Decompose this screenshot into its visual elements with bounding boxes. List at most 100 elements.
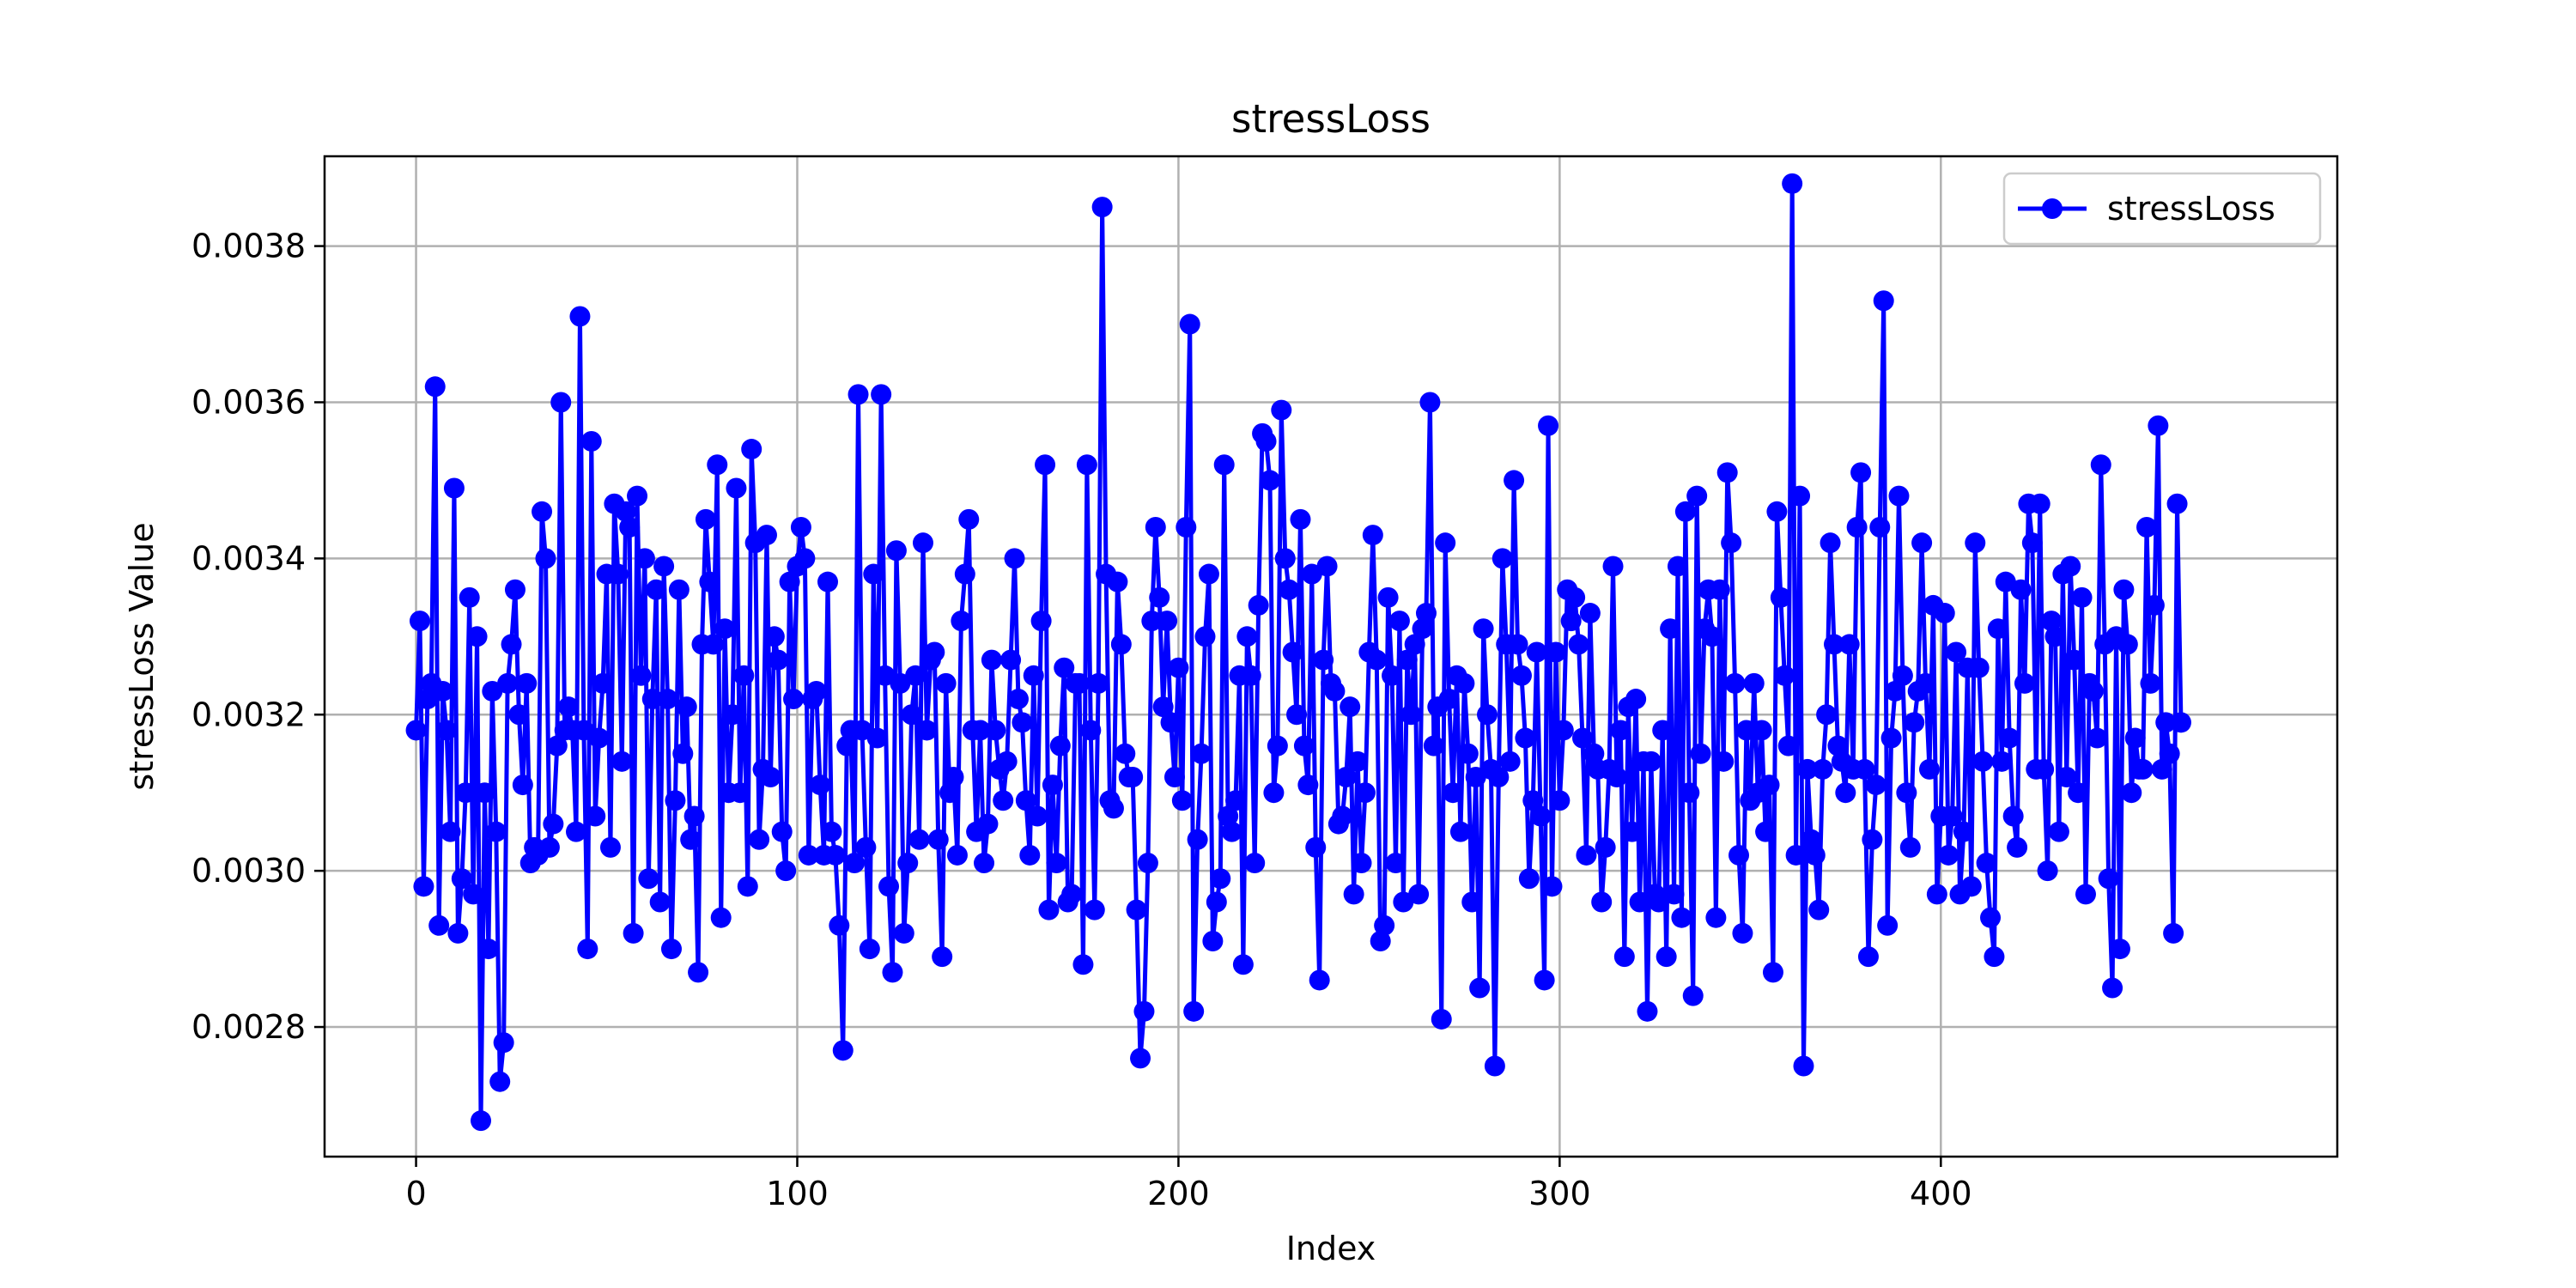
- data-point: [1484, 1055, 1505, 1077]
- data-point: [1149, 586, 1170, 608]
- data-point: [1621, 821, 1643, 842]
- data-point: [653, 556, 675, 577]
- data-point: [844, 853, 866, 874]
- data-point: [1690, 743, 1711, 764]
- data-point: [497, 672, 519, 694]
- data-point: [1755, 821, 1777, 842]
- data-point: [1415, 603, 1437, 624]
- data-point: [1721, 532, 1742, 554]
- data-point: [710, 907, 732, 928]
- data-point: [493, 1032, 514, 1054]
- data-point: [1679, 782, 1700, 804]
- data-point: [1461, 891, 1483, 913]
- data-point: [2109, 939, 2130, 960]
- data-point: [535, 548, 556, 569]
- legend-marker-swatch: [2042, 198, 2063, 219]
- data-point: [905, 665, 927, 686]
- data-point: [741, 439, 762, 460]
- data-point: [1152, 696, 1174, 718]
- data-point: [1918, 758, 1940, 780]
- data-point: [832, 1040, 854, 1061]
- data-point: [1141, 611, 1163, 632]
- data-point: [688, 962, 709, 983]
- data-point: [1743, 672, 1765, 694]
- data-point: [558, 696, 580, 718]
- data-point: [702, 634, 724, 655]
- data-point: [699, 571, 720, 592]
- data-point: [1012, 712, 1033, 733]
- data-point: [1351, 853, 1372, 874]
- data-point: [2163, 922, 2184, 944]
- data-point: [1549, 790, 1571, 811]
- data-point: [641, 689, 663, 710]
- data-point: [1759, 775, 1780, 796]
- data-point: [466, 626, 488, 647]
- data-point: [2041, 611, 2063, 632]
- data-point: [805, 680, 827, 702]
- data-point: [1610, 720, 1631, 741]
- data-point: [2068, 782, 2089, 804]
- data-point: [1438, 689, 1460, 710]
- data-point: [1980, 907, 2002, 928]
- data-point: [939, 782, 961, 804]
- data-point: [1354, 782, 1376, 804]
- data-point: [1297, 775, 1319, 796]
- data-point: [504, 579, 526, 600]
- data-point: [409, 611, 430, 632]
- data-point: [951, 611, 972, 632]
- data-point: [501, 634, 522, 655]
- data-point: [440, 821, 461, 842]
- data-point: [1324, 680, 1346, 702]
- data-point: [1728, 844, 1750, 866]
- data-point: [1735, 720, 1757, 741]
- data-point: [1457, 743, 1479, 764]
- plot-frame: [323, 155, 2339, 1158]
- data-point: [1218, 805, 1239, 827]
- data-point: [1953, 821, 1974, 842]
- y-tick-label: 0.0030: [191, 852, 306, 890]
- data-point: [1408, 884, 1430, 905]
- data-point: [573, 720, 594, 741]
- data-point: [1782, 173, 1803, 194]
- data-point: [538, 836, 560, 858]
- data-point: [577, 939, 598, 960]
- data-point: [1435, 532, 1456, 554]
- data-point: [794, 548, 816, 569]
- data-point: [1934, 603, 1955, 624]
- data-point: [969, 720, 991, 741]
- data-point: [1812, 758, 1833, 780]
- data-point: [1579, 603, 1601, 624]
- data-point: [1656, 946, 1677, 968]
- data-point: [1171, 790, 1193, 811]
- data-point: [836, 735, 858, 756]
- data-point: [1766, 501, 1788, 522]
- data-point: [1259, 470, 1280, 491]
- data-point: [1552, 720, 1574, 741]
- data-point: [798, 844, 819, 866]
- data-point: [550, 392, 572, 413]
- data-point: [1072, 954, 1094, 975]
- data-point: [1583, 743, 1605, 764]
- data-point: [1816, 704, 1838, 726]
- data-point: [756, 525, 777, 546]
- data-point: [1899, 836, 1921, 858]
- data-point: [722, 704, 744, 726]
- data-point: [2075, 884, 2096, 905]
- data-point: [2014, 672, 2035, 694]
- chart-title: stressLoss: [1231, 96, 1431, 142]
- data-point: [1960, 876, 1982, 897]
- data-point: [1777, 735, 1799, 756]
- data-point: [1504, 470, 1525, 491]
- data-point: [676, 696, 697, 718]
- x-tick-label: 100: [766, 1175, 829, 1212]
- data-point: [1991, 750, 2013, 772]
- data-point: [1076, 454, 1097, 476]
- data-point: [1084, 899, 1105, 920]
- data-point: [1785, 844, 1807, 866]
- data-point: [1213, 454, 1235, 476]
- data-point: [1221, 821, 1242, 842]
- data-point: [1576, 844, 1597, 866]
- data-point: [2121, 782, 2142, 804]
- data-point: [1443, 782, 1464, 804]
- data-point: [2151, 758, 2172, 780]
